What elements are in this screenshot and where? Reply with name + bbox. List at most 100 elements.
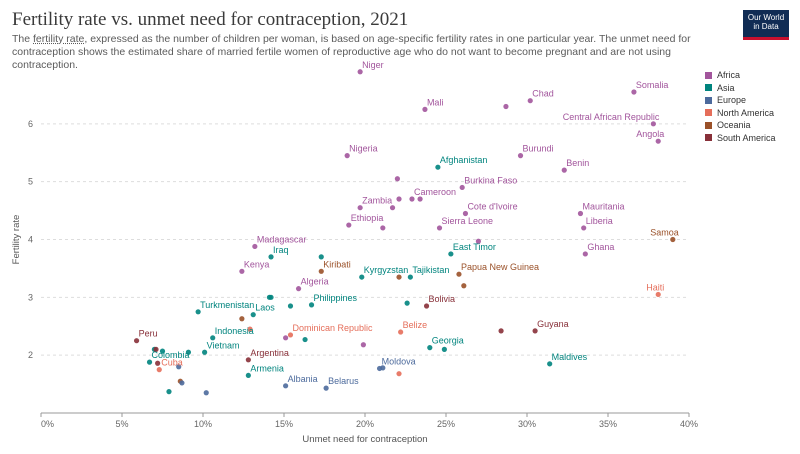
- owid-logo[interactable]: Our World in Data: [743, 10, 789, 40]
- legend-swatch: [705, 109, 712, 117]
- data-point: [346, 222, 352, 228]
- data-point: [461, 283, 467, 289]
- point-label: Argentina: [250, 348, 289, 358]
- data-point: [670, 236, 676, 243]
- data-point: [287, 332, 294, 338]
- data-point: [146, 359, 153, 365]
- data-point: [547, 361, 553, 367]
- data-point: [582, 251, 588, 257]
- data-point: [396, 371, 402, 377]
- data-point: [357, 69, 363, 75]
- legend-item[interactable]: North America: [705, 107, 776, 120]
- data-point: [398, 329, 404, 335]
- y-axis-title: Fertility rate: [11, 215, 22, 265]
- data-point: [239, 268, 245, 274]
- data-point: [318, 254, 324, 260]
- point-label: Laos: [255, 303, 275, 313]
- data-point: [394, 176, 400, 182]
- data-point: [308, 302, 315, 308]
- data-point: [179, 380, 185, 386]
- data-point: [155, 360, 161, 366]
- point-label: Burkina Faso: [464, 175, 517, 185]
- point-label: Burundi: [523, 144, 554, 154]
- data-point: [344, 153, 350, 159]
- data-point: [561, 167, 567, 173]
- point-label: Chad: [532, 89, 554, 99]
- point-label: Indonesia: [215, 326, 254, 336]
- data-point: [185, 349, 192, 355]
- legend-swatch: [705, 134, 712, 142]
- point-label: Zambia: [362, 196, 392, 206]
- x-axis-title: Unmet need for contraception: [302, 434, 427, 445]
- data-point: [302, 336, 308, 343]
- data-point: [435, 164, 441, 170]
- legend-item[interactable]: Asia: [705, 82, 776, 95]
- data-point: [503, 103, 509, 110]
- data-point: [655, 138, 661, 144]
- point-label: Colombia: [152, 350, 190, 360]
- legend-label: Oceania: [717, 120, 751, 131]
- legend-swatch: [705, 121, 712, 129]
- point-label: Afghanistan: [440, 155, 488, 165]
- point-label: Cote d'Ivoire: [467, 201, 517, 211]
- point-label: Mali: [427, 97, 444, 107]
- legend-item[interactable]: Europe: [705, 94, 776, 107]
- data-point: [396, 274, 402, 280]
- x-tick-label: 25%: [437, 419, 455, 429]
- data-point: [456, 271, 462, 277]
- data-point: [581, 225, 587, 231]
- legend-item[interactable]: South America: [705, 132, 776, 145]
- data-point: [631, 89, 637, 95]
- legend-label: Asia: [717, 82, 735, 93]
- legend-swatch: [705, 84, 712, 92]
- point-label: Kenya: [244, 259, 270, 269]
- data-point: [475, 238, 481, 244]
- data-point: [409, 196, 415, 202]
- point-label: Liberia: [586, 216, 613, 226]
- point-label: Cuba: [161, 358, 183, 368]
- point-label: Ethiopia: [351, 213, 384, 223]
- point-label: Central African Republic: [563, 112, 660, 122]
- data-point: [283, 383, 289, 389]
- data-point: [650, 121, 656, 127]
- data-point: [407, 274, 413, 280]
- data-point: [359, 274, 365, 280]
- data-point: [153, 346, 159, 352]
- data-point: [247, 326, 253, 332]
- data-point: [176, 364, 182, 370]
- data-point: [459, 184, 465, 191]
- data-point: [203, 390, 209, 396]
- legend-item[interactable]: Africa: [705, 69, 776, 82]
- point-label: Belize: [403, 320, 428, 330]
- point-label: Ghana: [587, 242, 614, 252]
- data-point: [245, 372, 251, 379]
- data-point: [436, 225, 443, 231]
- x-tick-label: 40%: [680, 419, 698, 429]
- legend-swatch: [705, 96, 712, 104]
- subtitle-rest: , expressed as the number of children pe…: [12, 33, 691, 71]
- point-label: Somalia: [636, 80, 669, 90]
- y-tick-label: 4: [28, 235, 33, 245]
- fertility-rate-link[interactable]: fertility rate: [33, 33, 85, 45]
- point-label: Philippines: [314, 293, 358, 303]
- data-point: [202, 349, 208, 355]
- data-point: [532, 328, 538, 334]
- data-point: [427, 345, 433, 351]
- chart-legend: Africa Asia Europe North America Oceania Sout…: [705, 69, 776, 144]
- data-point: [498, 328, 504, 334]
- data-point: [166, 389, 172, 395]
- data-point: [360, 342, 366, 348]
- y-tick-label: 5: [28, 177, 33, 187]
- legend-item[interactable]: Oceania: [705, 119, 776, 132]
- point-label: Iraq: [273, 245, 289, 255]
- data-point: [462, 210, 469, 217]
- data-point: [159, 348, 166, 354]
- point-label: Madagascar: [257, 234, 307, 244]
- x-tick-label: 5%: [115, 419, 128, 429]
- data-point: [527, 98, 533, 104]
- point-label: Turkmenistan: [200, 300, 254, 310]
- x-tick-label: 10%: [194, 419, 212, 429]
- y-tick-label: 3: [28, 292, 33, 302]
- data-point: [389, 205, 396, 211]
- point-label: Dominican Republic: [292, 323, 373, 333]
